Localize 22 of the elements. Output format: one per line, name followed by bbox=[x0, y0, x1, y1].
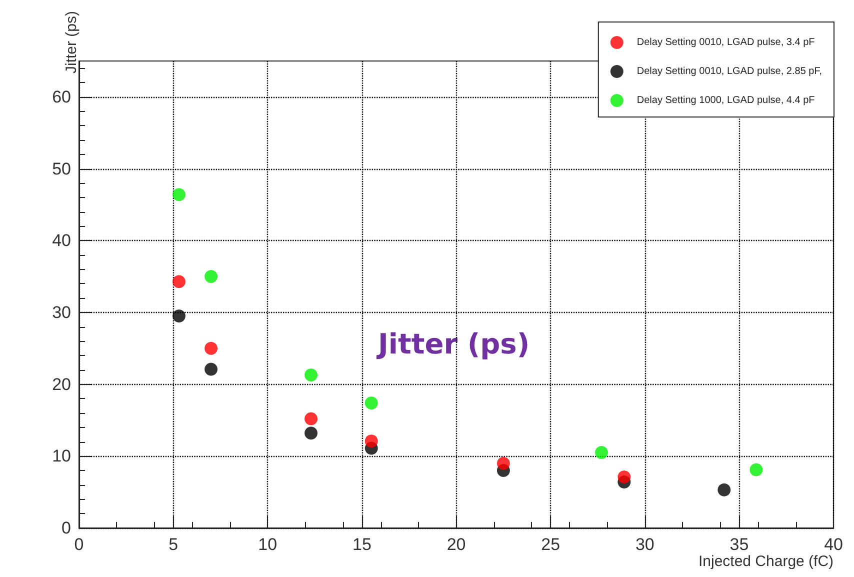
x-tick-label: 15 bbox=[352, 535, 372, 554]
y-tick-label: 50 bbox=[52, 159, 71, 178]
x-tick-label: 30 bbox=[635, 535, 654, 554]
y-tick-label: 0 bbox=[62, 518, 71, 538]
y-tick-label: 10 bbox=[52, 446, 71, 466]
legend-label: Delay Setting 0010, LGAD pulse, 3.4 pF bbox=[636, 37, 815, 48]
x-tick-label: 25 bbox=[541, 535, 560, 554]
annotation: Jitter (ps) bbox=[376, 328, 530, 360]
y-tick-label: 30 bbox=[52, 302, 71, 322]
x-axis-title: Injected Charge (fC) bbox=[698, 553, 834, 570]
x-tick-label: 35 bbox=[730, 535, 749, 554]
x-tick-label: 5 bbox=[168, 535, 178, 554]
x-tick-label: 0 bbox=[74, 535, 84, 554]
x-tick-label: 20 bbox=[446, 535, 466, 554]
y-tick-label: 40 bbox=[52, 231, 71, 250]
x-tick-label: 10 bbox=[258, 535, 278, 554]
x-tick-label: 40 bbox=[824, 535, 844, 554]
y-axis-title: Jitter (ps) bbox=[63, 11, 80, 74]
y-tick-label: 60 bbox=[52, 87, 71, 106]
legend-label: Delay Setting 0010, LGAD pulse, 2.85 pF, bbox=[636, 66, 822, 77]
y-tick-label: 20 bbox=[52, 374, 71, 394]
legend-label: Delay Setting 1000, LGAD pulse, 4.4 pF bbox=[636, 95, 815, 106]
